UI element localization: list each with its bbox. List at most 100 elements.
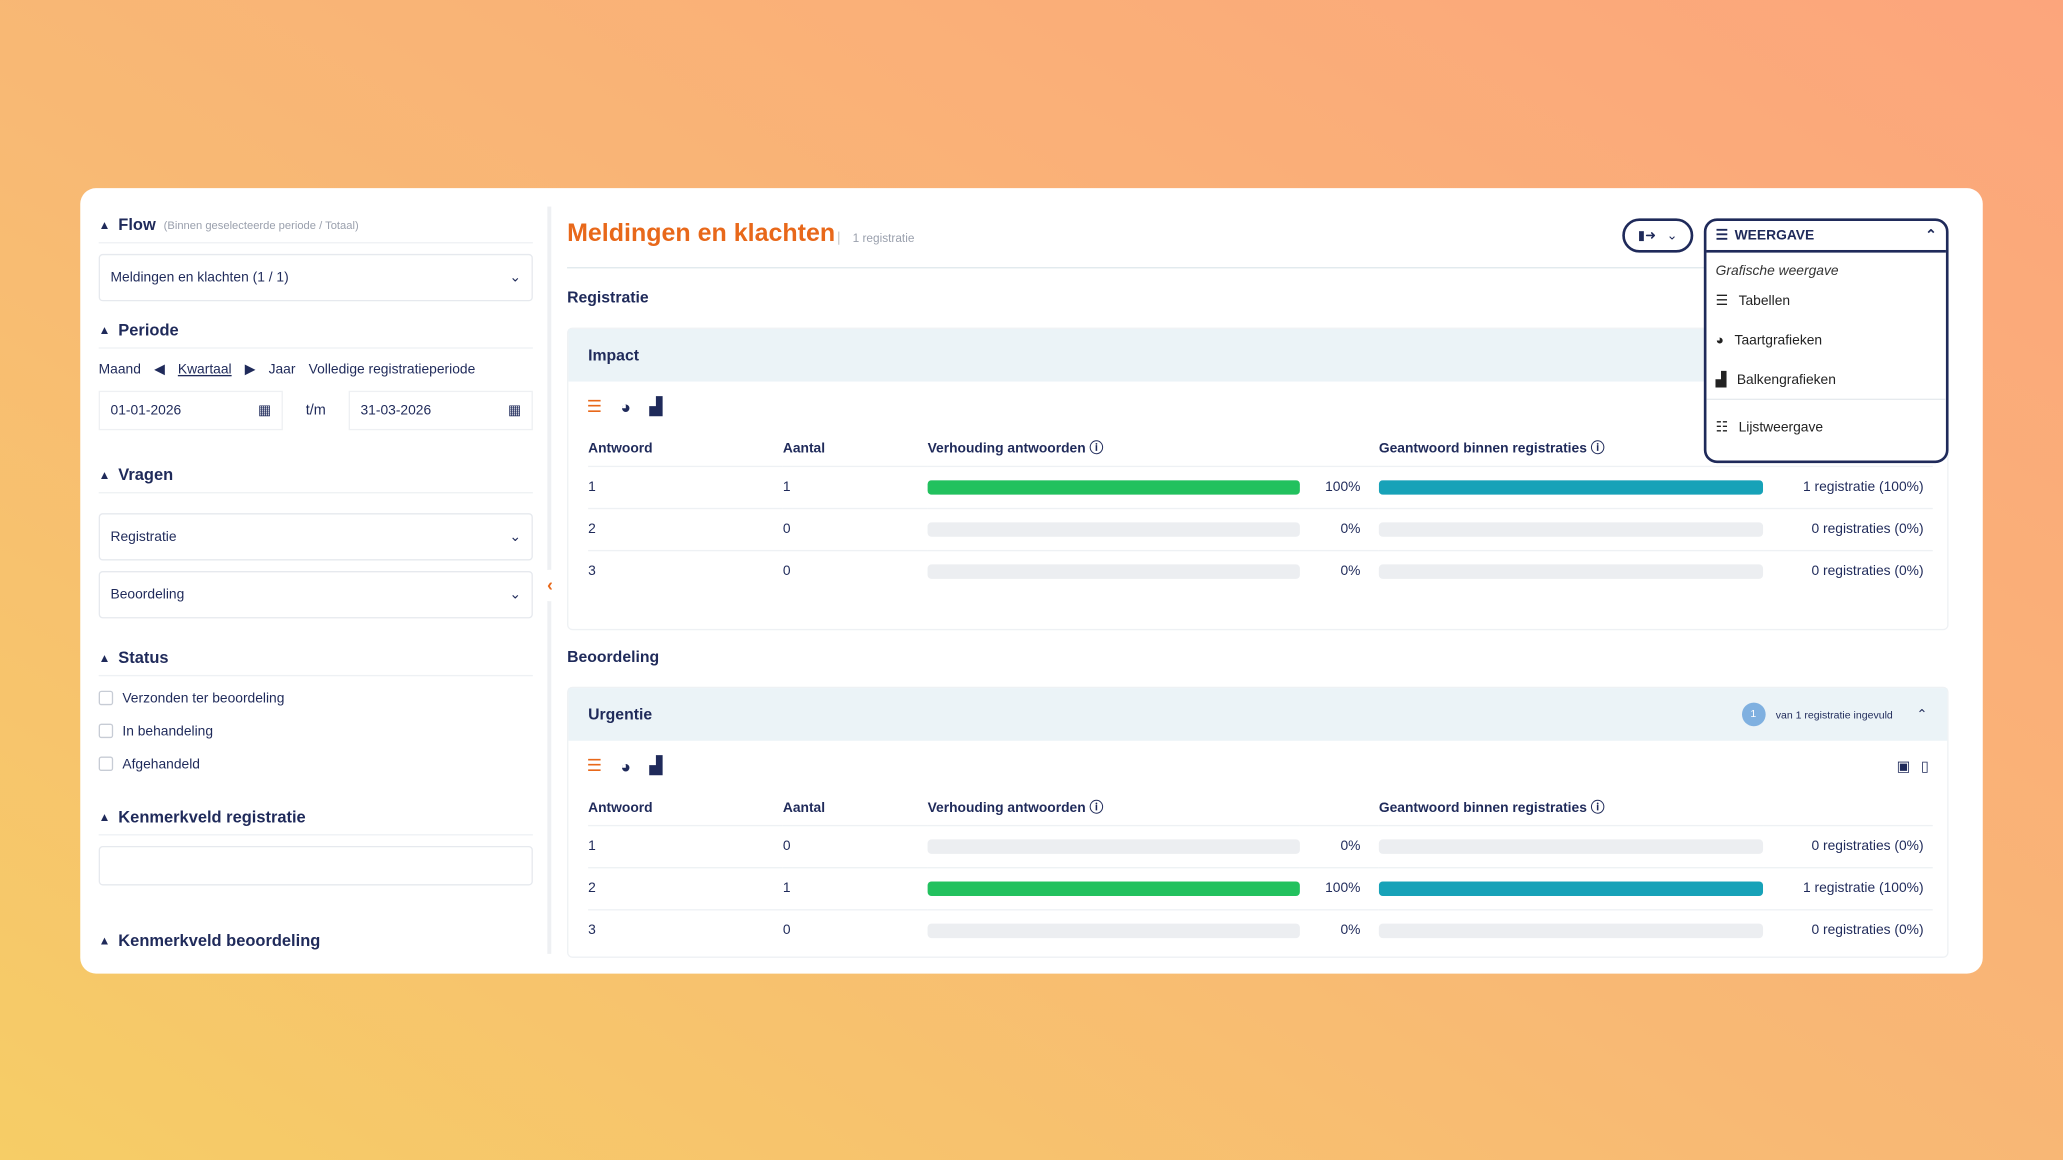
- table-view-icon[interactable]: ☰: [586, 755, 603, 775]
- status-checkbox[interactable]: Verzonden ter beoordeling: [98, 682, 533, 715]
- weergave-dropdown[interactable]: ☰ WEERGAVE ⌃ Grafische weergave ☰ Tabellen …: [1703, 218, 1949, 464]
- lines-icon: ☰: [1715, 227, 1729, 244]
- filled-badge: 1: [1741, 702, 1766, 727]
- bar-chart-icon[interactable]: ▟: [649, 755, 663, 775]
- registrations-cell: 0 registraties (0%): [1763, 549, 1933, 593]
- table-view-icon[interactable]: ☰: [586, 396, 603, 416]
- ratio-bar: [927, 923, 1300, 938]
- flow-label: Flow: [118, 215, 156, 234]
- collapse-sidebar-icon[interactable]: ‹: [536, 569, 564, 602]
- chevron-down-icon: ⌄: [509, 269, 522, 286]
- flow-header[interactable]: ▲ Flow (Binnen geselecteerde periode / Tot…: [98, 207, 533, 244]
- chevron-up-icon: ▲: [98, 934, 111, 948]
- menu-label: Tabellen: [1738, 293, 1791, 310]
- answer-cell: 2: [588, 866, 783, 910]
- menu-item-lijstweergave[interactable]: ☷ Lijstweergave: [1706, 408, 1945, 447]
- pie-chart-icon[interactable]: ◕: [620, 396, 631, 417]
- bar-chart-icon[interactable]: ▟: [649, 396, 663, 416]
- main-content: Meldingen en klachten 1 registratie ▮➜ ⌄ …: [567, 207, 1949, 974]
- ratio-bar: [927, 479, 1300, 495]
- date-from-value: 01-01-2026: [110, 402, 182, 419]
- answer-cell: 1: [588, 824, 783, 868]
- answer-cell: 3: [588, 908, 783, 952]
- menu-label: Taartgrafieken: [1734, 332, 1823, 349]
- pie-chart-icon: ◕: [1715, 332, 1725, 349]
- date-from-input[interactable]: 01-01-2026 ▦: [98, 390, 283, 431]
- period-volledig[interactable]: Volledige registratieperiode: [308, 361, 476, 378]
- flow-select[interactable]: Meldingen en klachten (1 / 1) ⌄: [98, 253, 533, 302]
- info-icon[interactable]: ⓘ: [1089, 800, 1104, 817]
- count-cell: 0: [782, 908, 928, 952]
- kenmerk-beoordeling-header[interactable]: ▲ Kenmerkveld beoordeling: [99, 922, 533, 959]
- checkbox-label: In behandeling: [122, 722, 214, 739]
- checkbox-label: Afgehandeld: [122, 755, 200, 772]
- list-icon: ☷: [1715, 419, 1729, 436]
- weergave-label: WEERGAVE: [1734, 227, 1815, 244]
- table-row: 1 0 0% 0 registraties (0%): [588, 824, 1933, 868]
- ratio-bar: [927, 880, 1300, 896]
- col-header: Verhouding antwoorden: [927, 441, 1086, 457]
- count-cell: 1: [782, 465, 928, 508]
- chevron-up-icon: ▲: [98, 323, 111, 337]
- status-header[interactable]: ▲ Status: [98, 639, 533, 677]
- periode-label: Periode: [118, 320, 179, 339]
- date-to-value: 31-03-2026: [360, 402, 432, 419]
- bar-chart-icon: ▟: [1715, 371, 1727, 388]
- period-jaar[interactable]: Jaar: [268, 361, 296, 378]
- col-header: Aantal: [782, 799, 826, 816]
- section-title: Registratie: [567, 288, 649, 307]
- vragen-header[interactable]: ▲ Vragen: [98, 457, 533, 494]
- menu-item-tabellen[interactable]: ☰ Tabellen: [1706, 282, 1945, 321]
- info-icon[interactable]: ⓘ: [1089, 441, 1104, 457]
- prev-icon[interactable]: ◀: [154, 361, 165, 378]
- chevron-up-icon[interactable]: ⌃: [1916, 707, 1928, 722]
- status-checkbox[interactable]: In behandeling: [98, 714, 533, 747]
- table-row: 2 1 100% 1 registratie (100%): [588, 866, 1933, 910]
- panel-header[interactable]: Urgentie 1 van 1 registratie ingevuld ⌃: [568, 688, 1948, 741]
- registrations-bar: [1378, 838, 1764, 854]
- tm-label: t/m: [305, 402, 326, 419]
- percent-cell: 0%: [1299, 549, 1379, 593]
- period-maand[interactable]: Maand: [98, 361, 141, 378]
- count-cell: 0: [782, 507, 928, 550]
- status-label: Status: [118, 647, 169, 667]
- periode-header[interactable]: ▲ Periode: [98, 312, 533, 349]
- count-cell: 0: [782, 549, 928, 593]
- checkbox-label: Verzonden ter beoordeling: [122, 690, 285, 706]
- kenmerk-registratie-header[interactable]: ▲ Kenmerkveld registratie: [98, 799, 533, 836]
- table-row: 3 0 0% 0 registraties (0%): [588, 908, 1933, 952]
- status-checkbox[interactable]: Afgehandeld: [98, 747, 533, 780]
- export-button[interactable]: ▮➜ ⌄: [1622, 218, 1694, 253]
- info-icon[interactable]: ⓘ: [1590, 441, 1605, 457]
- pie-chart-icon[interactable]: ◕: [620, 755, 631, 776]
- menu-item-taartgrafieken[interactable]: ◕ Taartgrafieken: [1706, 321, 1945, 360]
- answer-cell: 3: [588, 549, 783, 593]
- kenmerk-registratie-input[interactable]: [98, 845, 533, 886]
- registrations-cell: 1 registratie (100%): [1763, 866, 1933, 910]
- calendar-icon[interactable]: ▦: [507, 402, 522, 419]
- info-icon[interactable]: ⓘ: [1590, 800, 1605, 817]
- chevron-down-icon: ⌄: [1666, 228, 1678, 243]
- period-kwartaal[interactable]: Kwartaal: [177, 361, 232, 378]
- excel-icon[interactable]: ▣: [1896, 758, 1911, 775]
- registrations-cell: 0 registraties (0%): [1763, 908, 1933, 952]
- menu-label: Balkengrafieken: [1736, 371, 1836, 388]
- chevron-up-icon: ▲: [98, 809, 111, 823]
- pdf-icon[interactable]: ▯: [1920, 758, 1929, 775]
- beoordeling-select[interactable]: Beoordeling ⌄: [98, 571, 533, 619]
- registrations-cell: 1 registratie (100%): [1763, 465, 1933, 508]
- calendar-icon[interactable]: ▦: [257, 402, 272, 419]
- weergave-header[interactable]: ☰ WEERGAVE ⌃: [1706, 221, 1946, 253]
- filter-sidebar: ▲ Flow (Binnen geselecteerde periode / Tot…: [98, 207, 533, 959]
- panel-title: Impact: [588, 346, 640, 365]
- answer-cell: 2: [588, 507, 783, 550]
- count-cell: 1: [782, 866, 928, 910]
- menu-item-balkengrafieken[interactable]: ▟ Balkengrafieken: [1706, 361, 1946, 400]
- dashboard-card: ▲ Flow (Binnen geselecteerde periode / Tot…: [80, 188, 1983, 974]
- date-to-input[interactable]: 31-03-2026 ▦: [348, 390, 533, 431]
- next-icon[interactable]: ▶: [244, 361, 256, 378]
- registratie-select[interactable]: Registratie ⌄: [98, 513, 533, 561]
- percent-cell: 100%: [1299, 465, 1379, 508]
- ratio-bar: [927, 521, 1300, 537]
- table-row: 3 0 0% 0 registraties (0%): [588, 549, 1933, 593]
